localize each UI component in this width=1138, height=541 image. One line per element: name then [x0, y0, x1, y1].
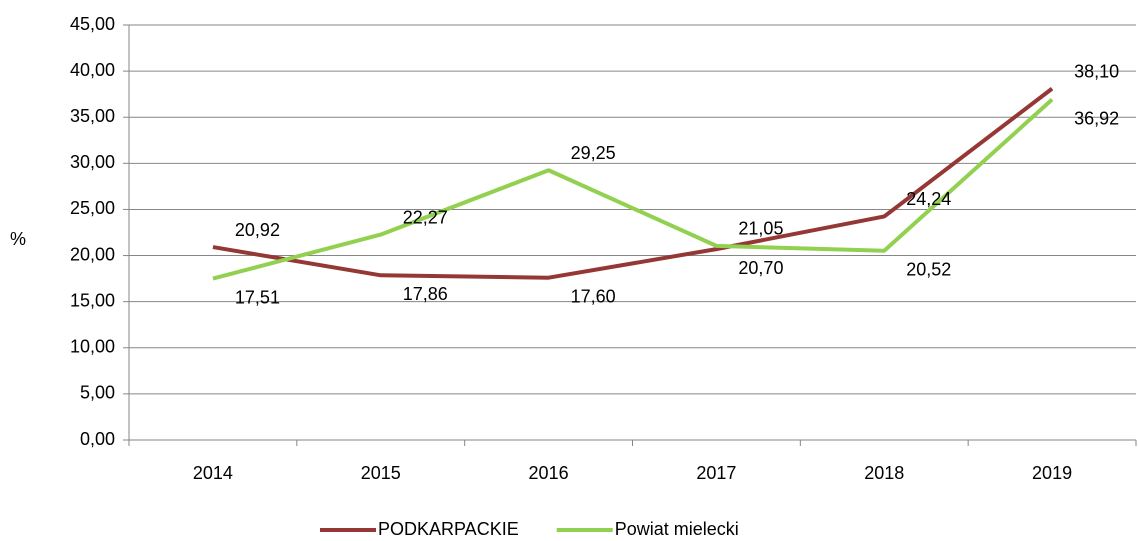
series-line [212, 98, 1054, 281]
legend-label: Powiat mielecki [615, 519, 739, 539]
y-tick-label: 30,00 [70, 152, 115, 172]
x-tick-label: 2019 [1032, 463, 1072, 483]
y-tick-label: 40,00 [70, 60, 115, 80]
data-label: 17,51 [235, 287, 280, 307]
y-tick-label: 10,00 [70, 337, 115, 357]
y-tick-label: 0,00 [80, 429, 115, 449]
y-tick-label: 45,00 [70, 14, 115, 34]
data-label: 20,92 [235, 220, 280, 240]
y-axis-label: % [10, 229, 26, 249]
data-label: 17,60 [571, 286, 616, 306]
y-tick-label: 25,00 [70, 198, 115, 218]
y-tick-label: 5,00 [80, 383, 115, 403]
x-tick-label: 2014 [193, 463, 233, 483]
y-tick-label: 35,00 [70, 106, 115, 126]
data-label: 36,92 [1074, 108, 1119, 128]
y-tick-label: 20,00 [70, 244, 115, 264]
x-tick-label: 2017 [696, 463, 736, 483]
x-tick-label: 2016 [529, 463, 569, 483]
data-label: 20,70 [738, 258, 783, 278]
legend-label: PODKARPACKIE [378, 519, 519, 539]
data-label: 29,25 [571, 143, 616, 163]
data-label: 21,05 [738, 219, 783, 239]
x-tick-label: 2018 [864, 463, 904, 483]
data-label: 17,86 [403, 284, 448, 304]
data-label: 38,10 [1074, 61, 1119, 81]
x-tick-label: 2015 [361, 463, 401, 483]
series-line [212, 87, 1054, 280]
data-label: 24,24 [906, 189, 951, 209]
data-label: 22,27 [403, 207, 448, 227]
data-label: 20,52 [906, 260, 951, 280]
y-tick-label: 15,00 [70, 290, 115, 310]
